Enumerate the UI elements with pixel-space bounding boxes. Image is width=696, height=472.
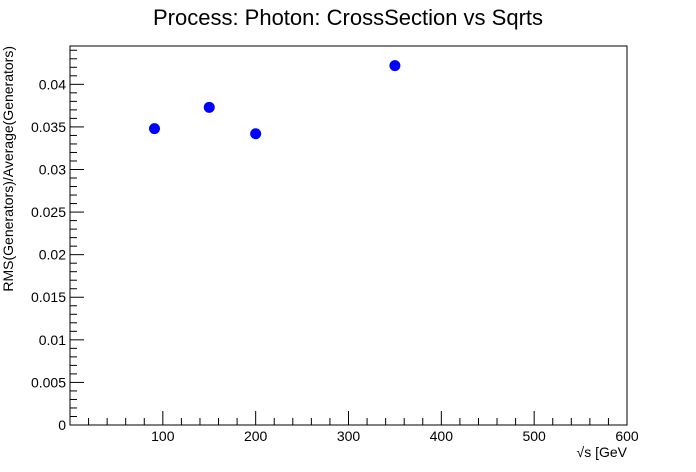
x-tick-label: 400	[430, 428, 454, 444]
x-tick-label: 100	[151, 428, 175, 444]
y-axis-label: RMS(Generators)/Average(Generators)	[0, 46, 16, 292]
minor-ticks	[70, 49, 609, 425]
y-tick-label: 0.035	[31, 119, 66, 135]
y-tick-label: 0.025	[31, 204, 66, 220]
chart-title: Process: Photon: CrossSection vs Sqrts	[153, 5, 543, 30]
x-tick-label: 300	[337, 428, 361, 444]
plot-frame	[69, 45, 628, 426]
y-tick-label: 0	[58, 417, 66, 433]
data-point	[389, 60, 401, 72]
y-tick-label: 0.03	[39, 161, 66, 177]
y-tick-label: 0.01	[39, 332, 66, 348]
y-tick-label: 0.015	[31, 289, 66, 305]
x-axis-label: √s [GeV	[577, 444, 628, 460]
y-axis-ticks: 0 0.005 0.01 0.015 0.02 0.025 0.03 0.035 0.04	[31, 76, 84, 433]
x-axis-ticks: 100 200 300 400 500 600	[151, 411, 639, 444]
data-points	[148, 60, 401, 140]
plot-border	[69, 45, 628, 426]
y-tick-label: 0.04	[39, 76, 66, 92]
x-tick-label: 600	[615, 428, 639, 444]
y-tick-label: 0.005	[31, 374, 66, 390]
x-tick-label: 500	[522, 428, 546, 444]
y-tick-label: 0.02	[39, 247, 66, 263]
data-point	[250, 128, 262, 140]
data-point	[203, 101, 215, 113]
data-point	[148, 123, 160, 135]
x-tick-label: 200	[244, 428, 268, 444]
